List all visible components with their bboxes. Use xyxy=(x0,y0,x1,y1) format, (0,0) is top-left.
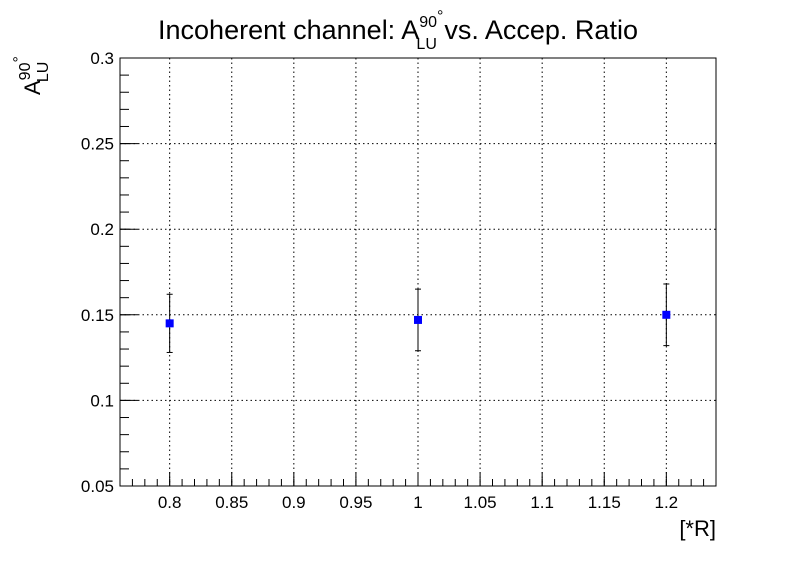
data-points xyxy=(165,283,671,353)
y-axis-label: A90°LU xyxy=(11,56,52,95)
axis-ticks xyxy=(119,57,717,487)
x-tick-label: 1.1 xyxy=(530,493,554,512)
x-tick-label: 0.95 xyxy=(339,493,372,512)
tick-labels: 0.8 0.85 0.9 0.95 1 1.05 1.1 1.15 1.2 0.05 0.1 0.15… xyxy=(81,49,678,512)
data-point-marker xyxy=(662,310,671,319)
plot-frame xyxy=(119,57,717,487)
y-tick-label: 0.2 xyxy=(90,220,114,239)
x-tick-label: 0.9 xyxy=(282,493,306,512)
chart-title: Incoherent channel: A90° LU vs. Accep. Ra… xyxy=(158,8,638,53)
x-axis-label: [*R] xyxy=(679,516,716,541)
x-tick-label: 1.05 xyxy=(464,493,497,512)
grid xyxy=(120,57,716,487)
x-tick-label: 1.15 xyxy=(588,493,621,512)
x-tick-label: 1.2 xyxy=(655,493,679,512)
data-point-marker xyxy=(165,319,174,328)
y-tick-label: 0.05 xyxy=(81,477,114,496)
y-tick-label: 0.1 xyxy=(90,391,114,410)
x-tick-label: 1 xyxy=(413,493,422,512)
y-tick-label: 0.15 xyxy=(81,306,114,325)
x-tick-label: 0.85 xyxy=(215,493,248,512)
y-tick-label: 0.25 xyxy=(81,135,114,154)
x-tick-label: 0.8 xyxy=(158,493,182,512)
y-tick-label: 0.3 xyxy=(90,49,114,68)
data-point-marker xyxy=(414,315,422,324)
